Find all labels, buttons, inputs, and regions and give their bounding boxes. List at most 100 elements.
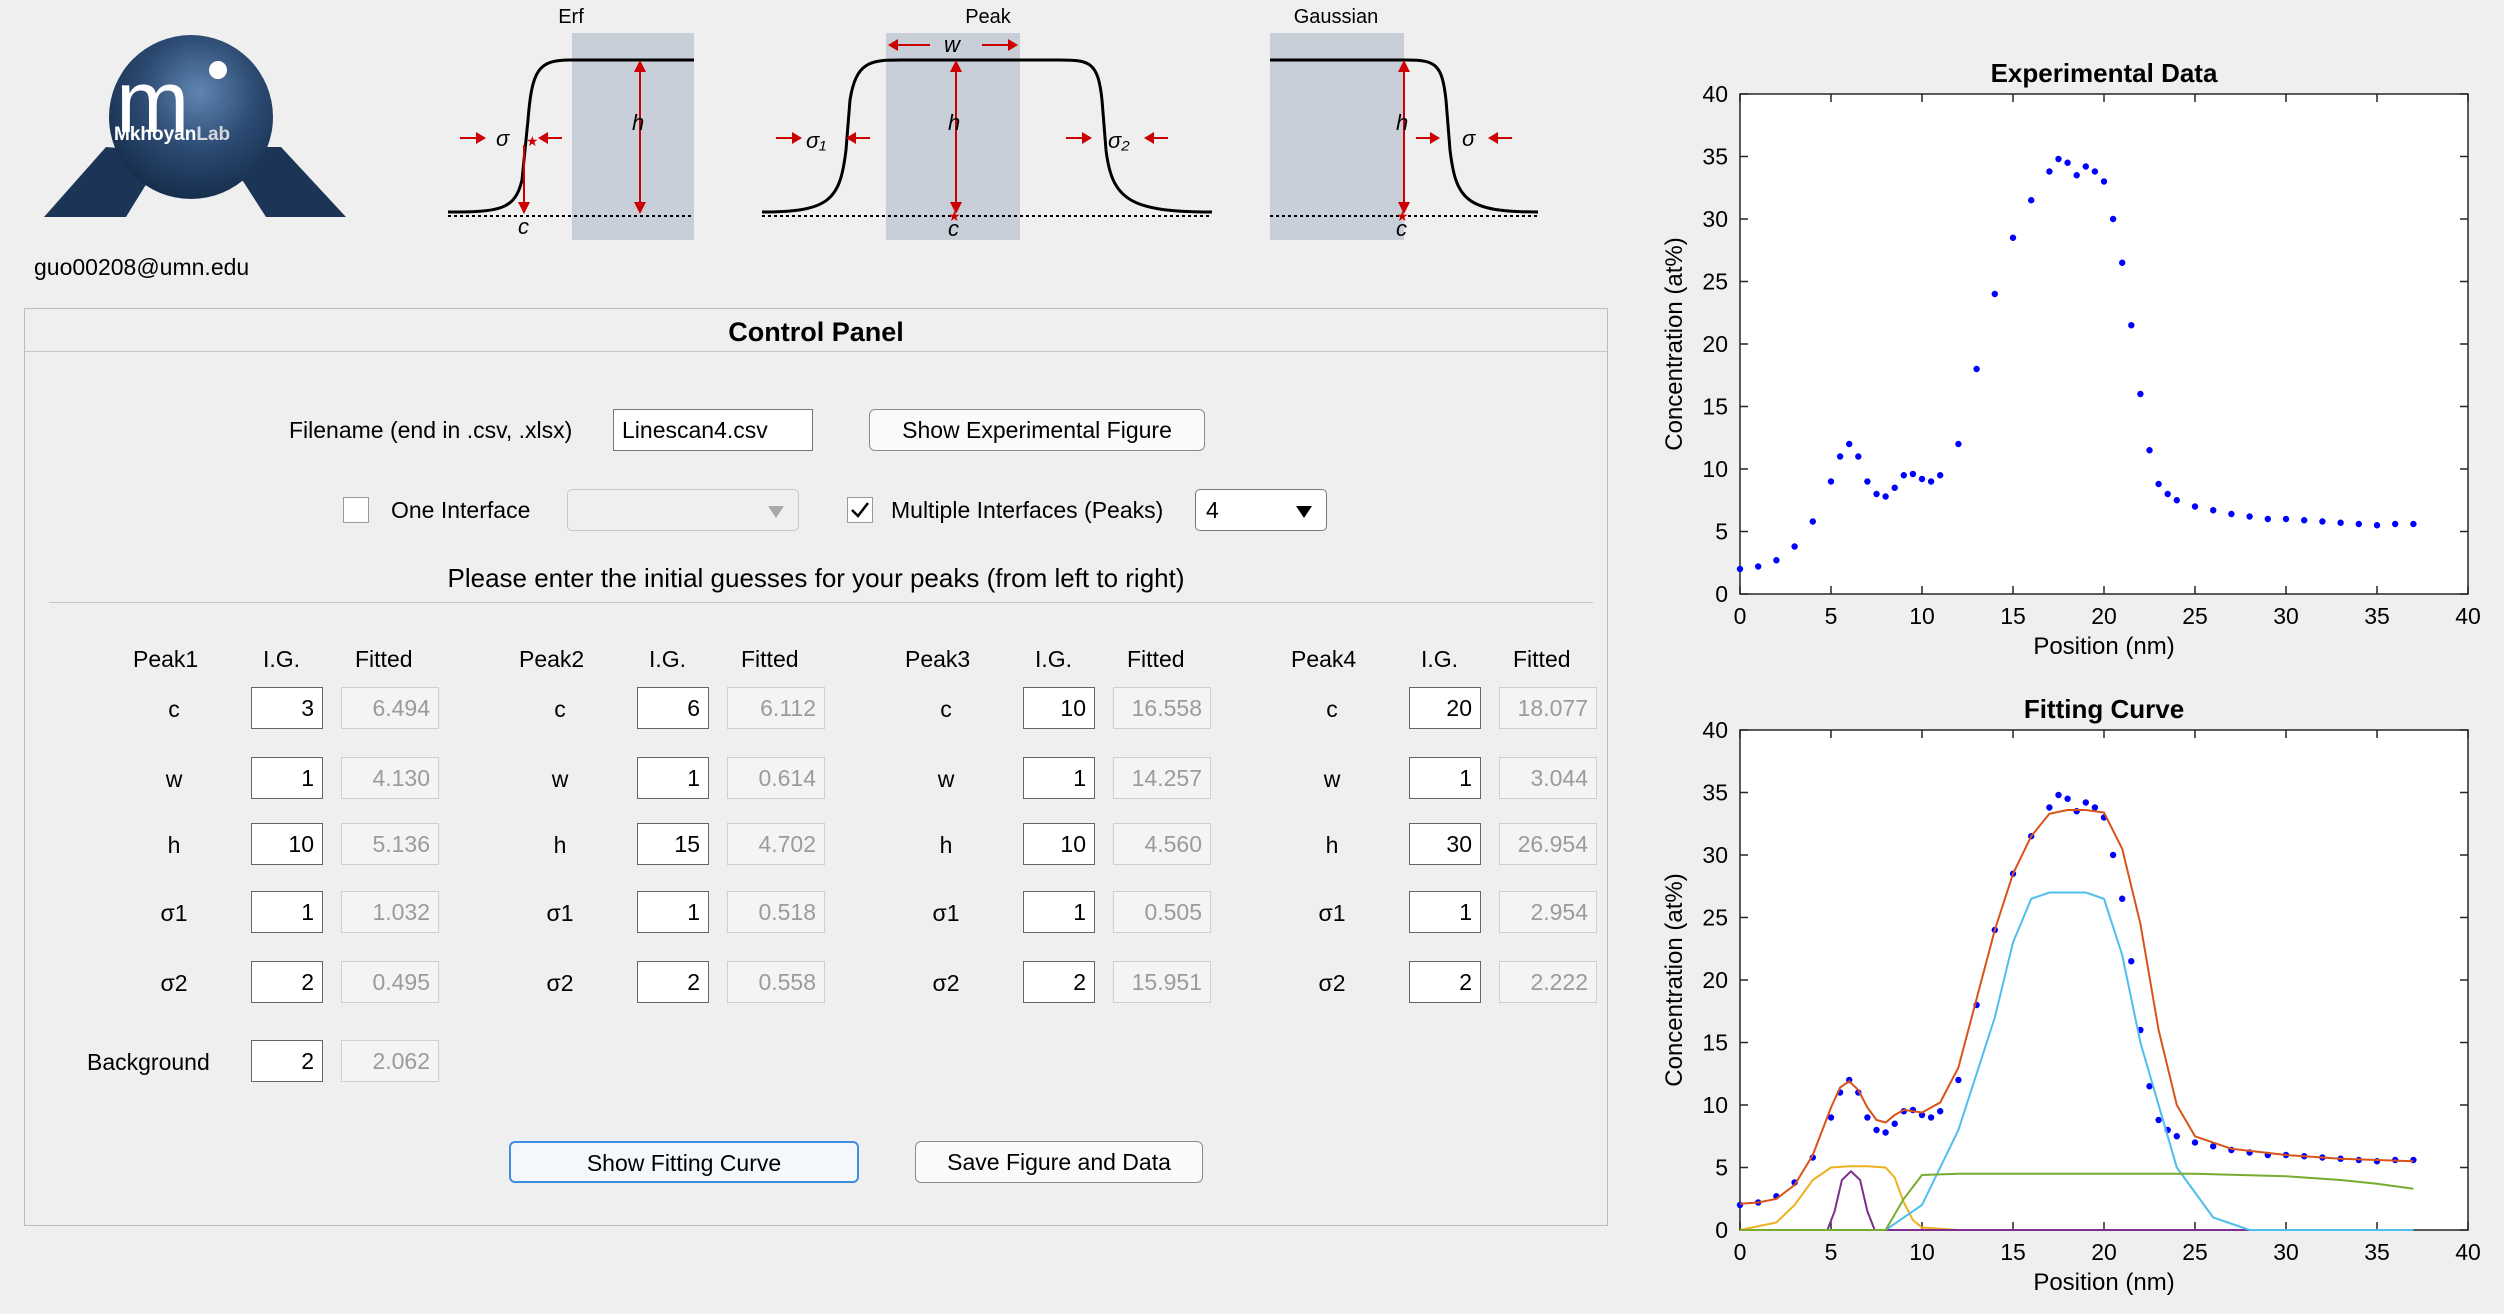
data-point: [1937, 472, 1944, 479]
ig-input[interactable]: 1: [1023, 757, 1095, 799]
y-tick-label: 15: [1702, 394, 1728, 420]
ig-input[interactable]: 2: [1023, 961, 1095, 1003]
y-axis-label: Concentration (at%): [1661, 237, 1688, 450]
fitted-value: 2.954: [1499, 891, 1597, 933]
control-panel: Control Panel Filename (end in .csv, .xl…: [24, 308, 1608, 1226]
ig-input[interactable]: 3: [251, 687, 323, 729]
fitted-value: 1.032: [341, 891, 439, 933]
data-point: [2109, 215, 2117, 223]
x-tick-label: 0: [1734, 603, 1747, 629]
data-point: [2191, 1139, 2199, 1146]
data-point: [1973, 365, 1980, 373]
mkhoyanlab-logo: m MkhoyanLab: [44, 35, 346, 217]
x-tick-label: 35: [2364, 603, 2390, 629]
ig-input[interactable]: 30: [1409, 823, 1481, 865]
show-experimental-figure-button[interactable]: Show Experimental Figure: [869, 409, 1205, 451]
background-ig-input[interactable]: 2: [251, 1040, 323, 1082]
show-fitting-curve-button[interactable]: Show Fitting Curve: [509, 1141, 859, 1183]
y-tick-label: 0: [1715, 1217, 1728, 1243]
data-point: [2128, 322, 2135, 329]
fitted-value: 3.044: [1499, 757, 1597, 799]
one-interface-checkbox[interactable]: [343, 497, 369, 523]
param-label: h: [553, 832, 567, 858]
fitted-value: 18.077: [1499, 687, 1597, 729]
data-point: [1882, 493, 1889, 500]
series-line-4: [1740, 891, 2414, 1231]
ig-input[interactable]: 1: [251, 757, 323, 799]
data-point: [2392, 520, 2399, 528]
ig-input[interactable]: 1: [1409, 757, 1481, 799]
chart-title: Fitting Curve: [2024, 694, 2184, 724]
fitting-curve-chart: Fitting Curve Position (nm) Concentration …: [1661, 694, 2481, 1296]
ig-input[interactable]: 6: [637, 687, 709, 729]
ig-input[interactable]: 1: [1409, 891, 1481, 933]
svg-text:MkhoyanLab: MkhoyanLab: [114, 124, 230, 145]
data-point: [2164, 490, 2171, 498]
fitted-value: 0.614: [727, 757, 825, 799]
peak-name-header: Peak4: [1291, 646, 1357, 672]
plot-area: [1739, 93, 2469, 595]
ig-column-header: I.G.: [649, 646, 687, 672]
multiple-interfaces-checkbox[interactable]: [847, 497, 873, 523]
chevron-down-icon: [1296, 506, 1312, 518]
ig-input[interactable]: 20: [1409, 687, 1481, 729]
data-point: [2282, 515, 2290, 523]
ig-input[interactable]: 1: [251, 891, 323, 933]
data-point: [1927, 1114, 1935, 1121]
save-figure-and-data-button[interactable]: Save Figure and Data: [915, 1141, 1203, 1183]
data-point: [1846, 440, 1853, 448]
svg-text:σ: σ: [496, 126, 510, 151]
x-tick-label: 35: [2364, 1239, 2390, 1265]
data-point: [2073, 172, 2080, 179]
series-line-5: [1740, 1172, 2414, 1231]
gaussian-diagram: Gaussian ★ h σ c: [1266, 0, 1542, 250]
data-point: [1827, 1114, 1835, 1121]
background-fitted-value: 2.062: [341, 1040, 439, 1082]
fitted-value: 26.954: [1499, 823, 1597, 865]
ig-input[interactable]: 2: [251, 961, 323, 1003]
param-label: h: [1325, 832, 1339, 858]
filename-input[interactable]: Linescan4.csv: [613, 409, 813, 451]
ig-input[interactable]: 10: [1023, 687, 1095, 729]
data-point: [2410, 520, 2417, 528]
svg-text:σ: σ: [1462, 126, 1476, 151]
multiple-interfaces-label: Multiple Interfaces (Peaks): [891, 497, 1164, 523]
ig-input[interactable]: 10: [1023, 823, 1095, 865]
ig-input[interactable]: 2: [1409, 961, 1481, 1003]
data-point: [2091, 168, 2099, 175]
ig-input[interactable]: 1: [637, 891, 709, 933]
data-point: [1891, 484, 1898, 491]
peak-title: Peak: [965, 6, 1011, 28]
x-tick-label: 5: [1825, 603, 1838, 629]
fitted-value: 0.505: [1113, 891, 1211, 933]
ig-input[interactable]: 15: [637, 823, 709, 865]
ig-input[interactable]: 10: [251, 823, 323, 865]
param-label: w: [1323, 766, 1341, 792]
one-interface-dropdown[interactable]: [567, 489, 799, 531]
peaks-count-dropdown[interactable]: 4: [1195, 489, 1327, 531]
x-tick-label: 15: [2000, 603, 2026, 629]
fitted-value: 0.558: [727, 961, 825, 1003]
data-point: [1755, 563, 1762, 570]
data-point: [1900, 472, 1907, 479]
data-point: [1909, 470, 1917, 478]
svg-text:c: c: [1396, 216, 1407, 241]
y-tick-label: 20: [1702, 967, 1728, 993]
fitted-value: 15.951: [1113, 961, 1211, 1003]
data-point: [1827, 478, 1835, 485]
data-point: [2091, 804, 2099, 811]
x-tick-label: 30: [2273, 603, 2299, 629]
ig-input[interactable]: 1: [1023, 891, 1095, 933]
data-point: [1773, 557, 1780, 564]
x-tick-label: 25: [2182, 1239, 2208, 1265]
peak-diagram: Peak ★ w σ₁ h σ₂ c: [760, 0, 1216, 250]
svg-text:h: h: [948, 110, 960, 135]
data-point: [2046, 804, 2053, 811]
ig-input[interactable]: 1: [637, 757, 709, 799]
data-point: [2264, 515, 2271, 523]
param-label: σ2: [160, 970, 188, 996]
ig-input[interactable]: 2: [637, 961, 709, 1003]
data-point: [1918, 475, 1926, 483]
param-label: c: [940, 696, 952, 722]
data-point: [2055, 155, 2062, 163]
